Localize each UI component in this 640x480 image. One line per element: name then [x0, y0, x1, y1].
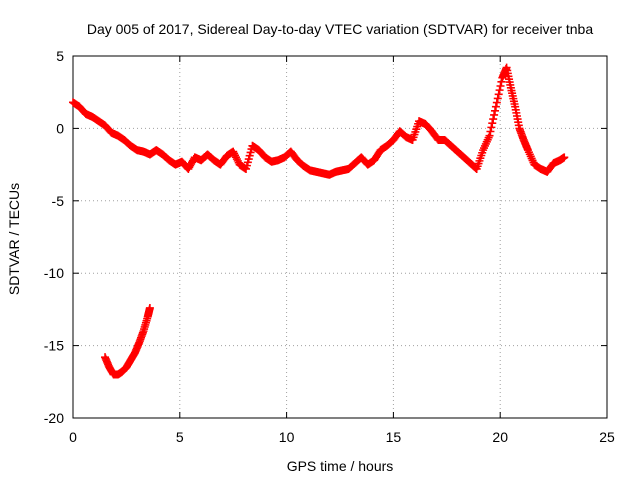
chart-title: Day 005 of 2017, Sidereal Day-to-day VTE… [87, 21, 594, 37]
x-tick-label: 0 [69, 429, 77, 445]
data-point [497, 77, 506, 86]
marks-layer [69, 63, 569, 379]
data-point [560, 153, 569, 162]
data-point [493, 94, 502, 103]
x-tick-label: 20 [492, 429, 508, 445]
data-point [233, 156, 242, 165]
y-tick-label: -20 [44, 410, 64, 426]
data-point [231, 151, 240, 160]
data-point [145, 303, 154, 312]
x-axis-label: GPS time / hours [287, 458, 394, 474]
data-point [485, 131, 494, 140]
y-tick-label: -15 [44, 338, 64, 354]
plot-frame [72, 55, 608, 419]
data-point [229, 147, 238, 156]
data-point [487, 123, 496, 132]
x-tick-label: 5 [176, 429, 184, 445]
data-point [486, 127, 495, 136]
data-point [496, 81, 505, 90]
data-point [495, 86, 504, 95]
x-tick-label: 25 [599, 429, 615, 445]
data-point [231, 153, 240, 162]
x-tick-label: 10 [279, 429, 295, 445]
axis-layer: 0 5 10 15 20 25 -20 -15 -10 -5 0 5 [44, 48, 615, 445]
data-point [494, 90, 503, 99]
y-tick-label: -5 [52, 193, 65, 209]
y-tick-label: -10 [44, 265, 64, 281]
y-axis-label: SDTVAR / TECUs [6, 183, 22, 295]
data-point [489, 115, 498, 124]
data-point [471, 164, 480, 173]
data-point [492, 98, 501, 107]
data-point [232, 155, 241, 164]
y-tick-label: 0 [56, 120, 64, 136]
x-tick-label: 15 [386, 429, 402, 445]
y-tick-label: 5 [56, 48, 64, 64]
data-point [488, 119, 497, 128]
grid-layer [73, 56, 607, 418]
data-point [491, 102, 500, 111]
data-point [491, 106, 500, 115]
data-point [490, 110, 499, 119]
data-point [230, 149, 239, 158]
